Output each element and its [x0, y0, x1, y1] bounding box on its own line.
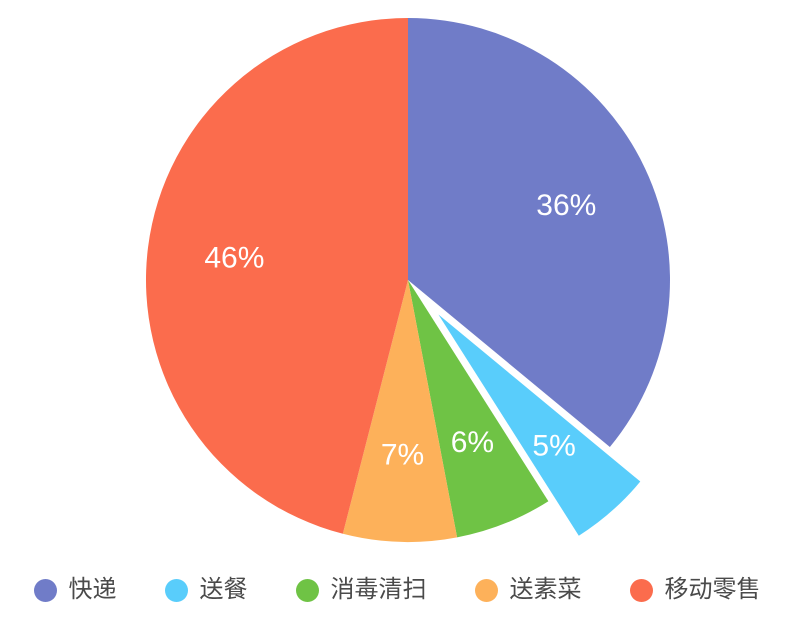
legend-dot-icon: [474, 578, 498, 602]
legend-dot-icon: [295, 578, 319, 602]
legend-label: 消毒清扫: [330, 576, 427, 603]
legend-item-1[interactable]: 快递: [33, 576, 117, 603]
pie-slice-4[interactable]: [342, 280, 458, 543]
pie-slice-3[interactable]: [408, 280, 549, 538]
legend-label: 送餐: [199, 576, 248, 603]
legend-dot-icon: [164, 578, 188, 602]
legend-label: 送素菜: [509, 576, 582, 603]
legend: 快递 送餐 消毒清扫 送素菜 移动零售: [0, 574, 794, 606]
pie-slice-5[interactable]: [145, 17, 408, 534]
legend-dot-icon: [629, 578, 653, 602]
pie-slice-1[interactable]: [408, 18, 670, 448]
legend-dot-icon: [33, 578, 57, 602]
legend-item-4[interactable]: 送素菜: [474, 576, 582, 603]
legend-item-2[interactable]: 送餐: [164, 576, 248, 603]
legend-item-5[interactable]: 移动零售: [629, 576, 761, 603]
legend-label: 移动零售: [664, 576, 761, 603]
pie-slice-2[interactable]: [438, 314, 641, 536]
legend-item-3[interactable]: 消毒清扫: [295, 576, 427, 603]
legend-label: 快递: [68, 576, 117, 603]
